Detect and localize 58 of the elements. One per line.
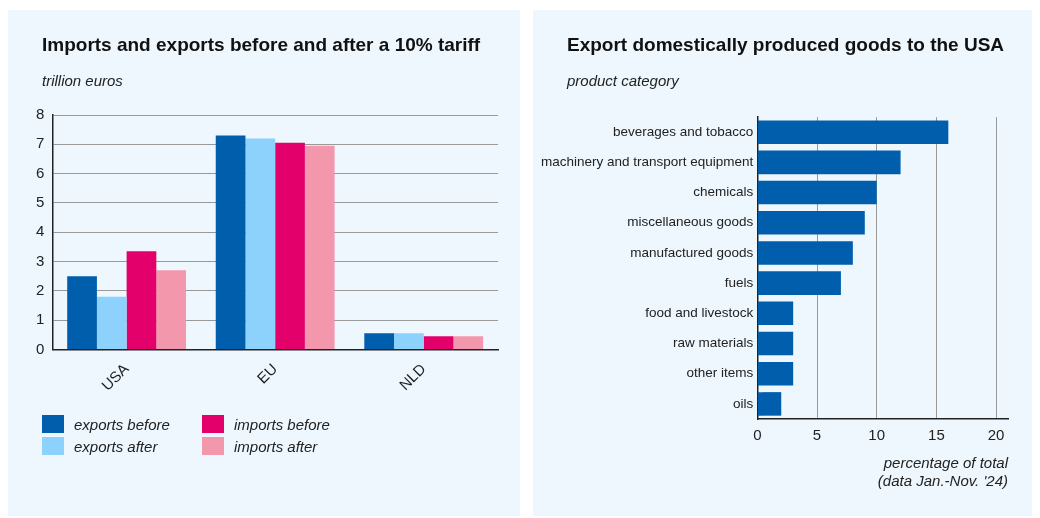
- legend-label: exports before: [74, 415, 170, 433]
- y-tick-label: machinery and transport equipment: [540, 154, 754, 170]
- y-tick-label: 7: [36, 134, 45, 152]
- y-tick-label: raw materials: [673, 335, 754, 351]
- x-tick-label: 20: [987, 426, 1005, 444]
- y-tick-label: 2: [36, 280, 45, 298]
- bar: [757, 120, 949, 144]
- bar: [757, 210, 865, 235]
- text: (data Jan.-Nov. '24): [877, 472, 1008, 490]
- y-tick-label: manufactured goods: [630, 244, 754, 260]
- x-tick-label: 15: [928, 426, 945, 444]
- y-tick-label: food and livestock: [645, 305, 754, 321]
- x-tick-label: USA: [97, 359, 132, 394]
- y-tick-label: 5: [36, 193, 45, 211]
- y-tick-label: fuels: [724, 274, 754, 290]
- bar: [67, 276, 97, 349]
- y-tick-label: chemicals: [693, 184, 754, 200]
- bar: [215, 135, 246, 349]
- chart-title: Export domestically produced goods to the USA: [567, 34, 1005, 56]
- legend-label: imports after: [234, 437, 318, 455]
- bar: [275, 142, 305, 349]
- chart-title: Imports and exports before and after a 10% tariff: [42, 34, 481, 56]
- bar: [423, 336, 454, 349]
- bar: [394, 333, 424, 349]
- bar: [757, 331, 794, 356]
- x-tick-label: 5: [812, 426, 822, 444]
- y-tick-label: 0: [36, 339, 45, 357]
- legend-label: imports before: [234, 415, 330, 433]
- bar: [453, 336, 484, 349]
- y-axis-title: trillion euros: [42, 72, 123, 89]
- bar: [304, 145, 335, 349]
- bar: [364, 333, 395, 349]
- x-tick-label: NLD: [395, 359, 429, 394]
- y-tick-label: miscellaneous goods: [627, 214, 754, 230]
- y-tick-label: 4: [36, 222, 45, 240]
- x-tick-label: 10: [868, 426, 886, 444]
- y-axis-title: product category: [567, 72, 679, 89]
- y-tick-label: other items: [686, 365, 754, 381]
- bar: [156, 270, 187, 349]
- bar: [757, 392, 782, 416]
- y-tick-label: 8: [36, 105, 45, 123]
- bar: [757, 361, 794, 386]
- y-tick-label: 3: [36, 251, 45, 269]
- y-tick-label: beverages and tobacco: [613, 123, 754, 139]
- bar: [757, 180, 877, 205]
- bar: [757, 150, 901, 175]
- y-tick-label: 1: [36, 310, 45, 328]
- y-tick-label: 6: [36, 163, 45, 181]
- legend-label: exports after: [74, 437, 158, 455]
- bar: [757, 271, 841, 295]
- x-tick-label: EU: [253, 359, 281, 387]
- y-tick-label: oils: [733, 395, 754, 411]
- bar: [245, 138, 276, 349]
- bar: [96, 296, 127, 349]
- bar: [757, 241, 853, 265]
- bar: [126, 251, 157, 349]
- bar: [757, 301, 794, 326]
- x-axis-title: percentage of total: [882, 454, 1009, 472]
